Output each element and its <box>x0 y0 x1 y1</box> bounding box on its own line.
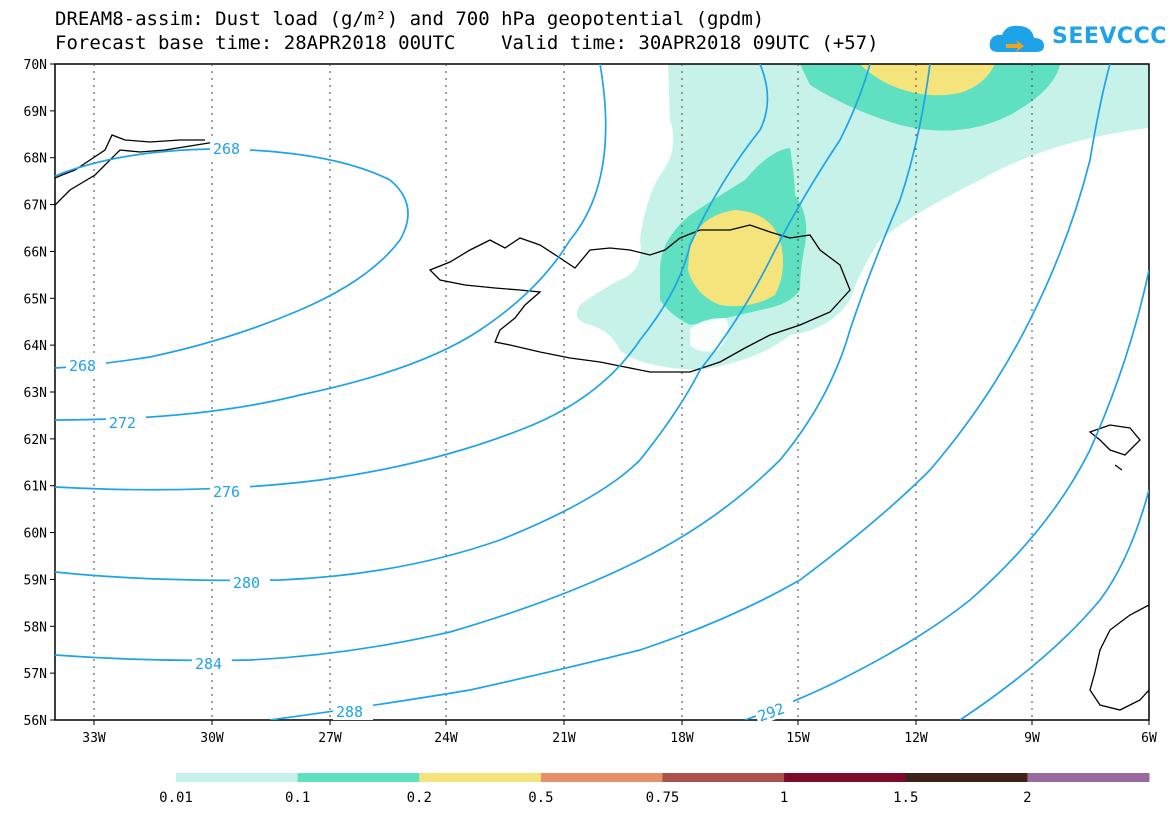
latitude-label: 56N <box>24 714 47 729</box>
contour-label: 272 <box>109 414 136 432</box>
latitude-label: 66N <box>24 245 47 260</box>
latitude-label: 60N <box>24 527 47 542</box>
cloud-icon <box>989 25 1044 52</box>
latitude-label: 70N <box>24 58 47 73</box>
contour-276 <box>55 64 769 491</box>
latitude-label: 64N <box>24 339 47 354</box>
colorbar: 0.01 0.1 0.2 0.5 0.75 1 1.5 2 <box>159 773 1150 806</box>
seevccc-logo <box>989 25 1044 52</box>
contour-label: 268 <box>213 140 240 158</box>
contour-296 <box>959 489 1149 720</box>
colorbar-label: 0.5 <box>528 790 553 806</box>
latitude-label: 63N <box>24 386 47 401</box>
latitude-label: 62N <box>24 433 47 448</box>
colorbar-swatch <box>419 773 542 782</box>
contour-label: 292 <box>755 699 787 725</box>
contour-label-group: 268 268 272 276 280 284 288 292 <box>66 140 797 726</box>
colorbar-label: 0.1 <box>285 790 310 806</box>
longitude-labels: 33W 30W 27W 24W 21W 18W 15W 12W 9W 6W <box>82 731 1157 746</box>
latitude-label: 57N <box>24 667 47 682</box>
colorbar-swatch <box>905 773 1028 782</box>
contour-284 <box>55 64 931 662</box>
latitude-label: 65N <box>24 292 47 307</box>
latitude-label: 58N <box>24 620 47 635</box>
latitude-label: 59N <box>24 573 47 588</box>
longitude-label: 15W <box>786 731 810 746</box>
contour-label: 268 <box>69 357 96 375</box>
latitude-label: 67N <box>24 199 47 214</box>
longitude-label: 18W <box>670 731 694 746</box>
contour-292 <box>744 269 1149 720</box>
geopotential-contours <box>55 64 1149 720</box>
coastlines <box>55 134 1149 711</box>
contour-label: 284 <box>195 655 222 673</box>
map-subtitle-times: Forecast base time: 28APR2018 00UTC Vali… <box>55 32 879 54</box>
axis-ticks <box>50 63 1150 725</box>
map-title: DREAM8-assim: Dust load (g/m²) and 700 h… <box>55 8 765 30</box>
longitude-label: 9W <box>1024 731 1040 746</box>
latitude-label: 68N <box>24 152 47 167</box>
contour-268 <box>55 148 409 369</box>
graticule <box>93 64 1033 720</box>
contour-280 <box>55 64 871 582</box>
contour-label: 280 <box>233 574 260 592</box>
contour-label: 288 <box>336 703 363 721</box>
colorbar-label: 1.5 <box>893 790 918 806</box>
colorbar-label: 0.2 <box>407 790 432 806</box>
dust-region-low <box>690 318 729 352</box>
colorbar-label: 0.01 <box>159 790 193 806</box>
colorbar-label: 0.75 <box>646 790 680 806</box>
contour-label: 276 <box>213 483 240 501</box>
contour-288 <box>269 64 1111 720</box>
colorbar-swatch <box>784 773 907 782</box>
longitude-label: 6W <box>1141 731 1157 746</box>
colorbar-swatch <box>540 773 663 782</box>
scotland-coastline <box>1089 604 1149 711</box>
longitude-label: 21W <box>552 731 576 746</box>
colorbar-swatch <box>1027 773 1150 782</box>
longitude-label: 24W <box>434 731 458 746</box>
colorbar-swatch <box>662 773 785 782</box>
faroe-coastline <box>1088 424 1141 471</box>
longitude-label: 12W <box>904 731 928 746</box>
colorbar-label: 2 <box>1023 790 1031 806</box>
contour-272 <box>55 64 607 421</box>
seevccc-logo-text: SEEVCCC <box>1052 24 1167 49</box>
latitude-labels: 70N 69N 68N 67N 66N 65N 64N 63N 62N 61N 60N 59N 58N 5… <box>24 58 47 729</box>
longitude-label: 30W <box>200 731 224 746</box>
latitude-label: 61N <box>24 480 47 495</box>
longitude-label: 33W <box>82 731 106 746</box>
dust-fill-layer <box>576 64 1149 370</box>
colorbar-swatch <box>297 773 420 782</box>
colorbar-swatch <box>176 773 299 782</box>
iceland-coastline <box>428 224 851 373</box>
colorbar-label: 1 <box>780 790 788 806</box>
latitude-label: 69N <box>24 105 47 120</box>
longitude-label: 27W <box>318 731 342 746</box>
